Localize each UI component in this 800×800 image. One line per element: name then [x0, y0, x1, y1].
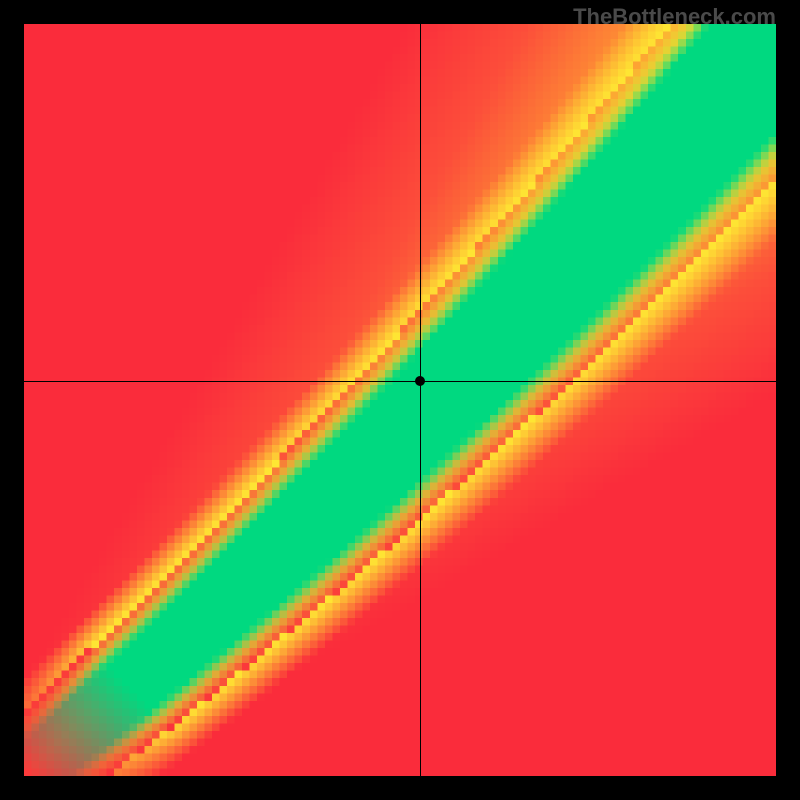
crosshair-vertical [420, 24, 421, 776]
crosshair-horizontal [24, 381, 776, 382]
bottleneck-heatmap [24, 24, 776, 776]
watermark-text: TheBottleneck.com [573, 4, 776, 30]
plot-area [24, 24, 776, 776]
crosshair-marker-dot [415, 376, 425, 386]
